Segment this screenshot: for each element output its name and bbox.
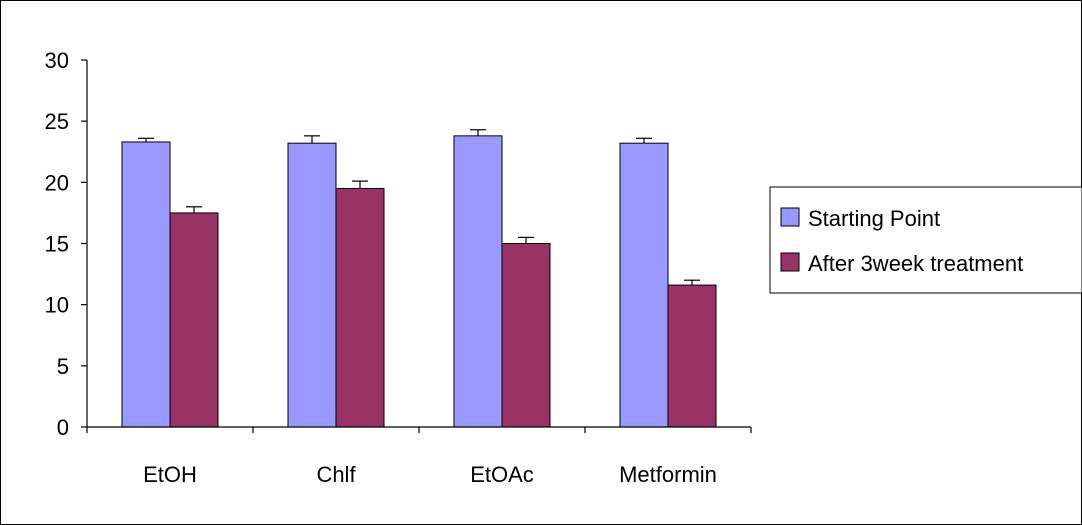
y-tick-label: 15	[45, 232, 69, 257]
legend-label-after-3week-treatment: After 3week treatment	[808, 251, 1023, 276]
legend: Starting Point After 3week treatment	[769, 186, 1082, 294]
x-category-label: Chlf	[316, 462, 356, 487]
bar-after-3week-treatment-metformin	[667, 284, 717, 428]
legend-swatch-after-3week-treatment	[780, 252, 800, 272]
x-category-label: Metformin	[619, 462, 717, 487]
x-axis-ticks: EtOH Chlf EtOAc Metformin	[86, 427, 752, 487]
y-tick-label: 30	[45, 48, 69, 73]
legend-label-starting-point: Starting Point	[808, 206, 940, 231]
bar-starting-point-chlf	[287, 142, 337, 428]
y-axis-ticks: 0 5 10 15 20 25 30	[45, 48, 87, 440]
bar-starting-point-etoac	[453, 135, 503, 428]
bar-starting-point-etoh	[121, 141, 171, 428]
y-tick-label: 0	[57, 415, 69, 440]
bar-after-3week-treatment-etoh	[169, 212, 219, 428]
x-category-label: EtOAc	[470, 462, 534, 487]
x-category-label: EtOH	[143, 462, 197, 487]
bar-starting-point-metformin	[619, 142, 669, 428]
bar-after-3week-treatment-etoac	[501, 243, 551, 428]
y-tick-label: 10	[45, 293, 69, 318]
y-tick-label: 25	[45, 109, 69, 134]
error-bars	[138, 129, 700, 286]
legend-swatch-starting-point	[780, 207, 800, 227]
plot-area: 0 5 10 15 20 25 30 EtOH Chlf EtOAc Metformin	[45, 48, 752, 487]
y-tick-label: 5	[57, 354, 69, 379]
legend-box	[769, 186, 1082, 294]
y-tick-label: 20	[45, 170, 69, 195]
bar-after-3week-treatment-chlf	[335, 187, 385, 428]
bars	[121, 135, 717, 428]
